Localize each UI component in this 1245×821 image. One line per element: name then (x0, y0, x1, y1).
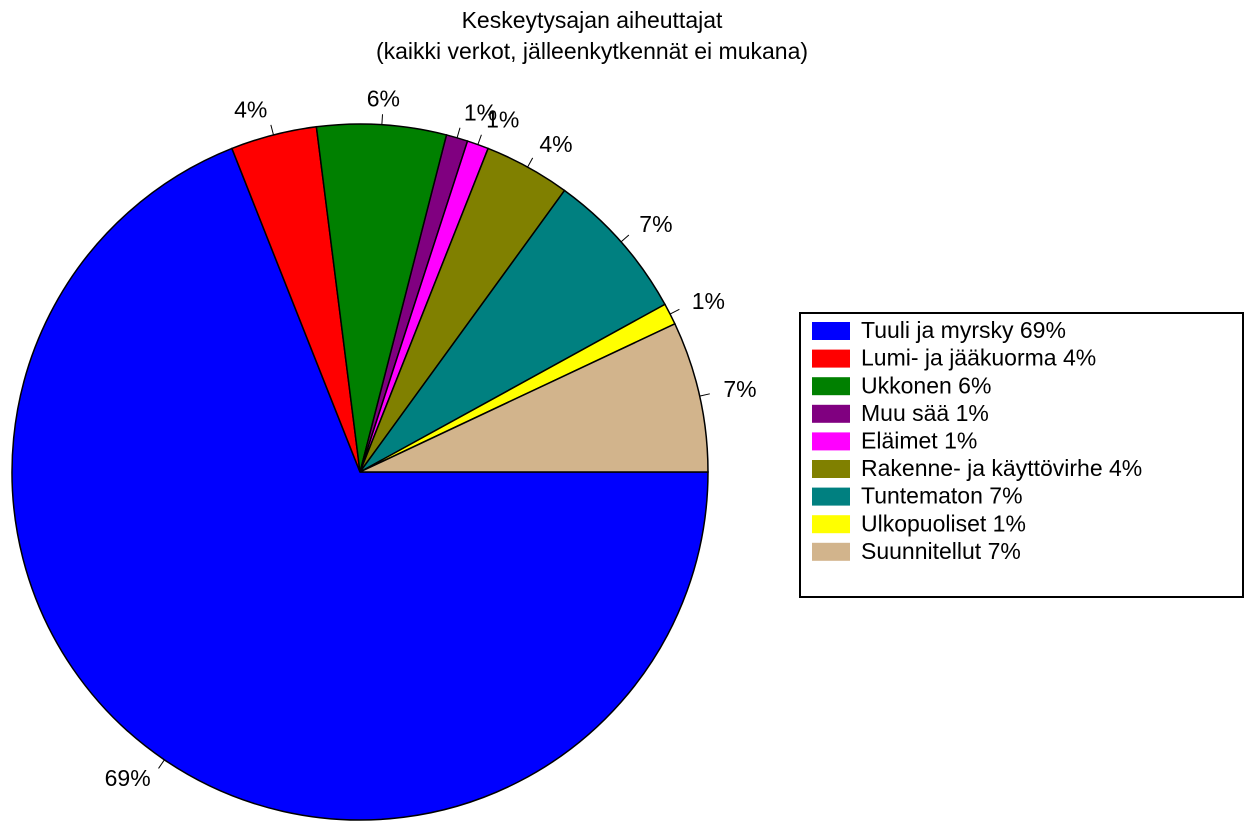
label-tick (158, 759, 165, 769)
value-label: 1% (464, 100, 497, 126)
chart-subtitle: (kaikki verkot, jälleenkytkennät ei muka… (376, 38, 808, 64)
legend-swatch (812, 377, 850, 396)
value-label: 4% (539, 131, 572, 157)
label-tick (620, 234, 630, 243)
legend-swatch (812, 322, 850, 340)
legend-label: Tuntematon 7% (861, 483, 1023, 509)
legend-label: Tuuli ja myrsky 69% (861, 317, 1066, 343)
legend-label: Lumi- ja jääkuorma 4% (861, 345, 1096, 371)
legend-box (799, 312, 1244, 598)
legend-swatch (812, 542, 850, 561)
legend-label: Ukkonen 6% (861, 372, 991, 398)
value-label: 7% (639, 211, 672, 237)
legend-label: Eläimet 1% (861, 427, 977, 453)
legend-label: Rakenne- ja käyttövirhe 4% (861, 455, 1142, 481)
label-tick (381, 114, 384, 125)
legend-label: Suunnitellut 7% (861, 538, 1021, 564)
legend-swatch (812, 460, 850, 478)
value-label: 1% (692, 288, 725, 314)
legend-label: Muu sää 1% (861, 400, 989, 426)
value-label: 69% (105, 765, 151, 791)
value-label: 1% (486, 107, 519, 133)
legend-label: Ulkopuoliset 1% (861, 510, 1026, 536)
chart-title: Keskeytysajan aiheuttajat (462, 7, 723, 33)
legend-swatch (812, 432, 850, 451)
label-tick (527, 157, 534, 168)
label-tick (477, 134, 482, 145)
label-tick (699, 393, 710, 397)
value-label: 7% (723, 376, 756, 402)
value-label: 4% (234, 96, 267, 122)
legend-swatch (812, 515, 850, 534)
pie-slice (315, 123, 448, 473)
value-label: 6% (367, 85, 400, 111)
legend-swatch (812, 487, 850, 506)
label-tick (270, 124, 274, 136)
label-tick (669, 308, 680, 315)
label-tick (456, 127, 461, 138)
legend-swatch (812, 404, 850, 423)
legend-swatch (812, 349, 850, 368)
